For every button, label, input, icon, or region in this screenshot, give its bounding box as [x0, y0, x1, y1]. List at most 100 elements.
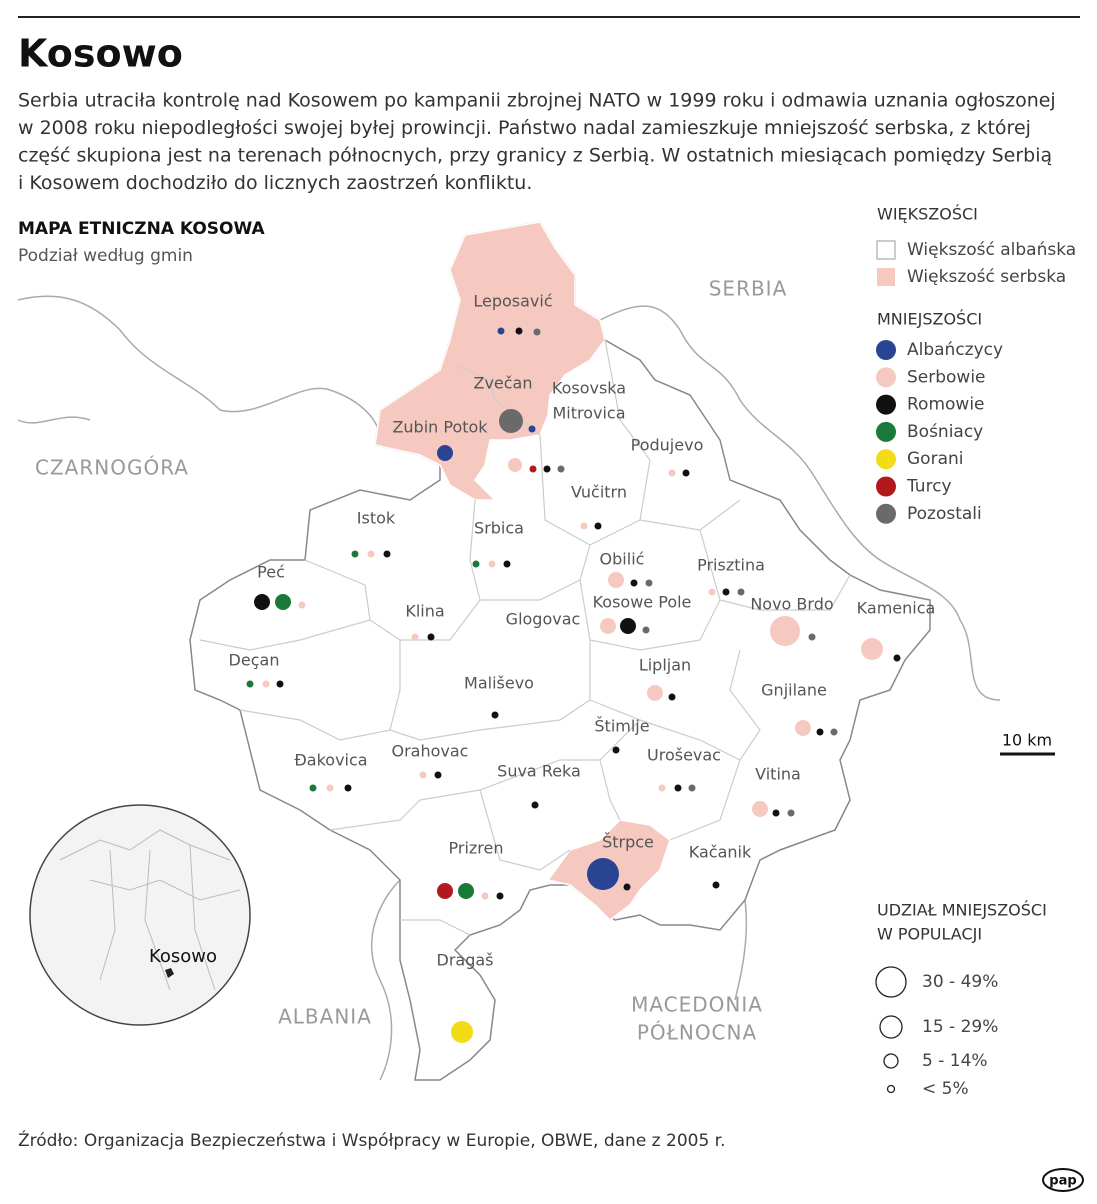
legend-label: Pozostali [907, 504, 982, 524]
minority-dot [658, 784, 666, 792]
logo-frame [1042, 1168, 1084, 1192]
minority-dot [451, 1021, 473, 1043]
map-labels: SERBIA CZARNOGÓRA ALBANIA MACEDONIA PÓŁNOCNA… [35, 277, 935, 1045]
minority-dot [808, 633, 816, 641]
lead-line: część skupiona jest na terenach północny… [18, 145, 1052, 167]
minority-dot [722, 588, 730, 596]
border-line [604, 339, 651, 521]
legend-label: < 5% [922, 1079, 969, 1099]
legend-size [879, 1015, 903, 1039]
minority-dot [645, 579, 653, 587]
minority-dot [437, 445, 453, 461]
municipality-label: Obilić [600, 550, 645, 569]
minority-dot [298, 601, 306, 609]
minority-dot [688, 784, 696, 792]
municipality-label: Kosowe Pole [593, 593, 692, 612]
municipality-label: Štimlje [594, 717, 649, 736]
minority-dot [557, 465, 565, 473]
source: Źródło: Organizacja Bezpieczeństwa i Wsp… [18, 1129, 726, 1151]
legend-label: 30 - 49% [922, 972, 998, 992]
borders [17, 295, 1001, 1081]
legend-swatch [877, 268, 895, 286]
legend-label: Bośniacy [907, 422, 983, 442]
minority-dot [543, 465, 551, 473]
municipality-label: Orahovac [392, 742, 469, 761]
lead: Serbia utraciła kontrolę nad Kosowem po … [18, 90, 1056, 195]
legend-swatch [876, 476, 896, 497]
minority-dot [246, 680, 254, 688]
minority-dot [620, 618, 636, 634]
border-line [589, 529, 721, 651]
minority-dot [491, 711, 499, 719]
minority-dot [795, 720, 811, 736]
municipality-label: Zubin Potok [392, 418, 488, 437]
inset-borders [59, 829, 241, 991]
minority-dot [531, 801, 539, 809]
minority-dot [481, 892, 489, 900]
minority-dot [737, 588, 745, 596]
minority-dot [434, 771, 442, 779]
minority-dot [647, 685, 663, 701]
legend-title: W POPULACJI [877, 925, 982, 944]
minority-dot [276, 680, 284, 688]
country-label: ALBANIA [278, 1005, 372, 1029]
municipality-label: Novo Brdo [750, 595, 833, 614]
municipality-label: Đakovica [294, 751, 367, 770]
minority-dot [594, 522, 602, 530]
minority-dot [893, 654, 901, 662]
minority-dot [580, 522, 588, 530]
minority-dot [383, 550, 391, 558]
legend-size [875, 966, 907, 998]
municipality-label: Kamenica [857, 599, 936, 618]
lead-line: i Kosowem dochodziło do licznych zaostrz… [18, 172, 532, 194]
minority-dot [528, 425, 536, 433]
minority-dot [351, 550, 359, 558]
municipality-label: Glogovac [506, 610, 581, 629]
municipality-label: Uroševac [647, 746, 721, 765]
legend-label: Romowie [907, 395, 985, 415]
minority-dot [816, 728, 824, 736]
minority-dots [246, 327, 901, 1043]
lead-line: w 2008 roku niepodległości swojej byłej … [18, 117, 1031, 139]
legend-label: Turcy [906, 477, 952, 497]
minority-dot [712, 881, 720, 889]
legend-label: 15 - 29% [922, 1017, 998, 1037]
inset-kosovo [165, 968, 174, 978]
municipality-label: Štrpce [602, 833, 654, 852]
minority-dot [503, 560, 511, 568]
legend-label: Albańczycy [907, 340, 1003, 360]
minority-dot [254, 594, 270, 610]
legend-label: 5 - 14% [922, 1051, 988, 1071]
minority-dot [668, 469, 676, 477]
minority-dot [668, 693, 676, 701]
border-line [599, 305, 1001, 701]
minority-dot [587, 858, 619, 890]
minority-dot [458, 883, 474, 899]
municipality-label: Dragaš [437, 951, 494, 970]
border-line [17, 295, 381, 441]
minority-dot [496, 892, 504, 900]
minority-dot [419, 771, 427, 779]
inset: Kosowo [29, 804, 251, 1026]
border-line [189, 844, 216, 991]
country-label: SERBIA [709, 277, 788, 301]
minority-dot [515, 327, 523, 335]
minority-dot [772, 809, 780, 817]
minority-dot [262, 680, 270, 688]
municipality-label: Vučitrn [571, 483, 627, 502]
minority-dot [787, 809, 795, 817]
legend-swatch [876, 367, 896, 388]
border-line [89, 879, 241, 901]
title: Kosowo [18, 32, 183, 76]
legend-swatch [876, 449, 896, 470]
border-line [719, 574, 851, 611]
minority-dot [682, 469, 690, 477]
border-line [734, 899, 748, 1001]
border-line [144, 849, 171, 991]
inset-label: Kosowo [149, 946, 217, 967]
legend-title: WIĘKSZOŚCI [877, 205, 978, 224]
municipality-label: Kosovska [552, 379, 626, 398]
border-line [17, 416, 91, 424]
municipality-label: Srbica [474, 519, 524, 538]
